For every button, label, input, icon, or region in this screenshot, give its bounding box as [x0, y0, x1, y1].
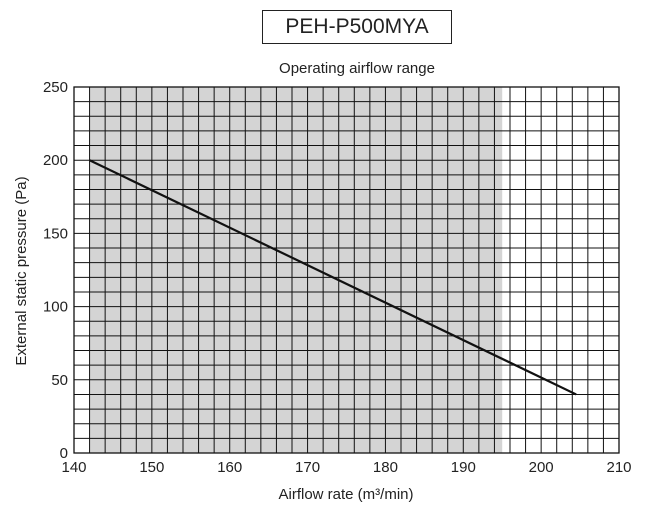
plot-frame: [73, 86, 620, 454]
y-tick-label: 100: [43, 299, 68, 316]
y-axis-label: External static pressure (Pa): [13, 176, 30, 365]
x-tick-label: 150: [139, 459, 164, 476]
y-tick-label: 250: [43, 79, 68, 96]
model-title: PEH-P500MYA: [262, 10, 452, 44]
y-tick-label: 50: [51, 372, 68, 389]
x-tick-label: 170: [295, 459, 320, 476]
x-tick-label: 160: [217, 459, 242, 476]
x-tick-label: 200: [529, 459, 554, 476]
y-tick-label: 0: [60, 445, 68, 462]
y-tick-label: 200: [43, 152, 68, 169]
pressure-airflow-line: [89, 159, 577, 396]
x-tick-label: 140: [61, 459, 86, 476]
y-tick-label: 150: [43, 225, 68, 242]
x-tick-label: 180: [373, 459, 398, 476]
x-tick-label: 190: [451, 459, 476, 476]
x-axis-label: Airflow rate (m³/min): [278, 486, 413, 503]
chart-subtitle: Operating airflow range: [279, 60, 435, 77]
x-tick-label: 210: [606, 459, 631, 476]
operating-range-shade: [89, 87, 503, 453]
